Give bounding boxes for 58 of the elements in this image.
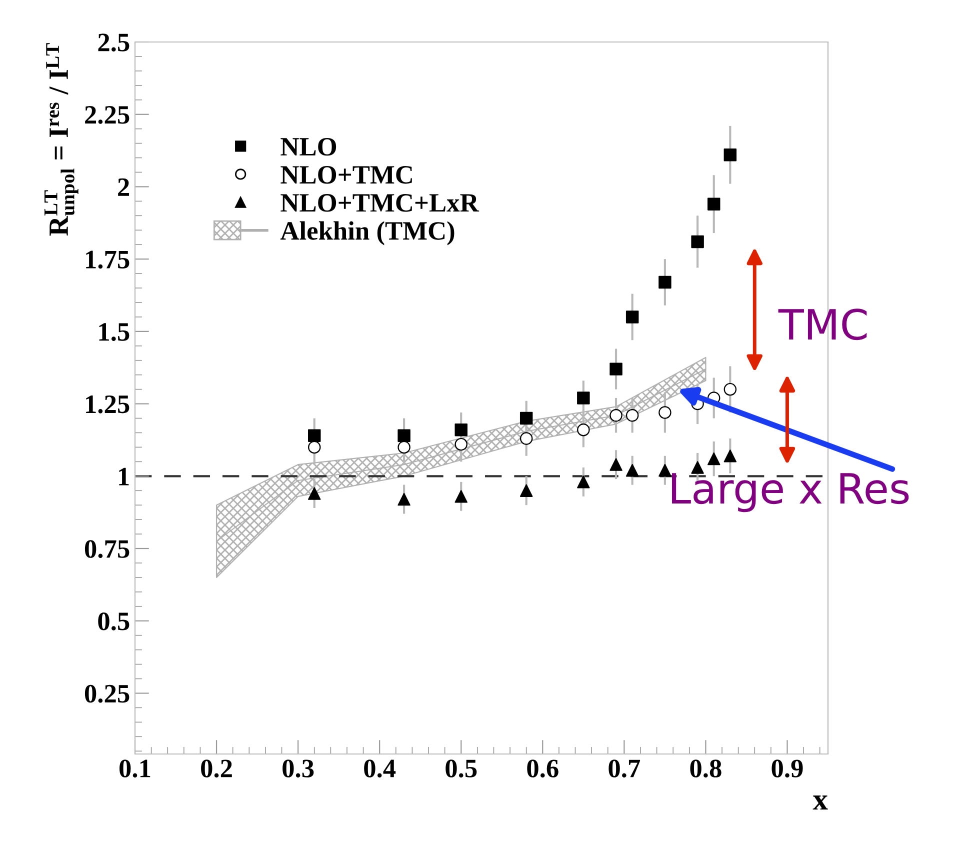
legend-label: NLO <box>280 138 336 156</box>
point <box>308 429 321 442</box>
annotation: TMC <box>778 308 867 340</box>
point <box>691 461 704 474</box>
point <box>308 440 321 454</box>
point <box>577 476 590 488</box>
y-tick-label: 2.25 <box>85 106 130 124</box>
x-tick-label: 0.6 <box>527 760 558 778</box>
point <box>577 423 590 436</box>
point <box>626 409 639 422</box>
point <box>520 432 533 445</box>
point <box>520 484 533 497</box>
x-tick-label: 0.5 <box>446 760 477 778</box>
point <box>626 310 639 324</box>
point <box>626 464 639 477</box>
point <box>454 438 468 451</box>
annotation: Large x Res <box>672 473 909 512</box>
y-tick-label: 1.25 <box>86 395 130 414</box>
point <box>658 406 672 419</box>
y-tick-label: 0.25 <box>84 684 130 703</box>
y-axis-title: R$^{LT}$$_{unpol}$ = I$^{res}$ / I$^{LT}$ <box>44 43 78 236</box>
point <box>398 440 410 454</box>
x-tick-label: 0.9 <box>772 760 803 778</box>
point <box>610 362 622 376</box>
x-tick-label: 0.1 <box>120 760 150 778</box>
point <box>658 464 672 477</box>
y-tick-label: 1.75 <box>86 250 130 269</box>
x-tick-label: 0.7 <box>608 760 640 778</box>
point <box>398 492 410 506</box>
point <box>577 392 590 404</box>
x-tick-label: 0.3 <box>282 760 314 778</box>
y-tick-label: 0.75 <box>84 540 130 558</box>
point <box>658 276 672 289</box>
point <box>520 412 533 425</box>
point <box>610 409 622 422</box>
y-tick-label: 2.5 <box>98 34 130 52</box>
x-axis-title: x <box>812 796 828 810</box>
point <box>308 487 321 500</box>
legend-label: Alekhin (TMC) <box>280 221 454 246</box>
x-tick-label: 0.2 <box>201 760 232 778</box>
point <box>724 450 737 462</box>
point <box>724 382 737 396</box>
y-tick-label: 1.5 <box>99 323 130 341</box>
point <box>398 429 410 442</box>
y-tick-label: 0.5 <box>98 612 130 630</box>
point <box>707 452 720 466</box>
legend-label: NLO+TMC+LxR <box>280 194 480 212</box>
point <box>454 423 468 436</box>
point <box>691 235 704 248</box>
x-tick-label: 0.4 <box>364 760 396 778</box>
x-tick-label: 0.8 <box>690 760 722 778</box>
point <box>454 490 468 503</box>
point <box>724 148 737 162</box>
legend-label: NLO+TMC <box>280 166 412 184</box>
point <box>610 458 622 471</box>
point <box>707 198 720 210</box>
y-tick-label: 2 <box>118 178 130 196</box>
y-tick-label: 1 <box>119 468 129 486</box>
